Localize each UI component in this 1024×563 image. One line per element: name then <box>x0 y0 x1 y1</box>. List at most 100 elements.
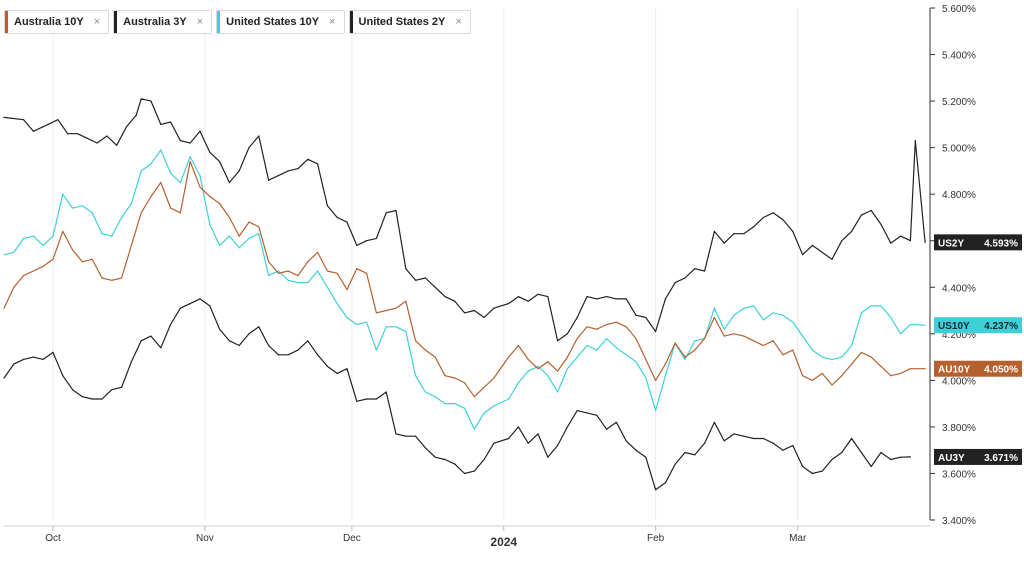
close-icon[interactable]: × <box>329 16 336 28</box>
data-point <box>326 205 328 207</box>
data-point <box>297 282 299 284</box>
data-point <box>336 372 338 374</box>
data-point <box>424 391 426 393</box>
data-point <box>870 209 872 212</box>
data-point <box>121 277 123 279</box>
legend: Australia 10Y × Australia 3Y × United St… <box>4 10 471 34</box>
data-point <box>307 282 309 284</box>
data-point <box>664 363 667 365</box>
data-point <box>586 296 588 298</box>
legend-label: Australia 3Y <box>123 16 187 28</box>
data-point <box>547 296 549 298</box>
data-point <box>3 377 5 379</box>
data-point <box>792 444 794 447</box>
data-point <box>684 358 686 360</box>
close-icon[interactable]: × <box>455 16 462 28</box>
data-point <box>586 326 588 328</box>
data-point <box>576 410 578 412</box>
data-point <box>733 314 735 316</box>
data-point <box>150 195 152 198</box>
data-point <box>831 384 833 386</box>
series-us2y <box>3 98 926 342</box>
data-point <box>268 275 270 277</box>
data-point <box>635 449 637 451</box>
legend-item-australia-10y[interactable]: Australia 10Y × <box>4 10 110 34</box>
data-point <box>307 261 309 263</box>
data-point <box>150 100 152 102</box>
data-point <box>743 233 745 235</box>
data-point <box>841 240 843 242</box>
legend-item-united-states-2y[interactable]: United States 2Y × <box>348 10 471 34</box>
data-point <box>32 356 35 358</box>
data-point <box>189 303 191 305</box>
data-point <box>434 286 436 288</box>
close-icon[interactable]: × <box>196 16 204 28</box>
legend-item-australia-3y[interactable]: Australia 3Y × <box>113 10 213 34</box>
data-point <box>228 181 230 184</box>
y-tick-label: 4.200% <box>942 330 976 341</box>
data-point <box>356 268 358 270</box>
data-point <box>116 144 118 146</box>
data-point <box>762 437 765 440</box>
legend-label: Australia 10Y <box>14 16 84 28</box>
data-point <box>111 389 113 391</box>
data-point <box>150 163 152 165</box>
data-point <box>615 298 618 300</box>
data-point <box>209 305 211 307</box>
data-point <box>645 358 647 360</box>
data-point <box>72 207 74 209</box>
data-point <box>287 170 289 172</box>
value-tag-us2y: US2Y 4.593% <box>934 234 1022 251</box>
data-point <box>860 451 863 454</box>
data-point <box>527 300 529 302</box>
close-icon[interactable]: × <box>93 16 101 28</box>
data-point <box>326 270 328 272</box>
data-point <box>307 340 309 342</box>
data-point <box>258 135 260 137</box>
data-point <box>101 277 103 279</box>
data-point <box>625 298 627 300</box>
data-point <box>424 349 426 351</box>
data-point <box>209 195 211 198</box>
data-point <box>395 433 397 435</box>
data-point <box>909 368 912 370</box>
data-point <box>557 391 559 393</box>
data-point <box>483 386 485 388</box>
data-point <box>23 275 25 277</box>
data-point <box>615 421 618 423</box>
value-tag-value: 4.593% <box>984 238 1018 249</box>
data-point <box>366 321 368 323</box>
data-point <box>723 440 725 442</box>
legend-item-united-states-10y[interactable]: United States 10Y × <box>216 10 345 34</box>
y-tick-label: 5.200% <box>942 97 976 108</box>
data-point <box>880 305 882 307</box>
data-point <box>733 433 735 435</box>
series-au3y <box>3 298 912 491</box>
x-tick-label: Nov <box>196 533 214 544</box>
data-point <box>645 316 647 319</box>
data-point <box>375 398 377 400</box>
data-point <box>238 235 240 237</box>
data-point <box>454 377 456 379</box>
data-point <box>811 379 814 381</box>
data-point <box>3 116 5 118</box>
data-point <box>606 323 608 326</box>
data-point <box>23 237 25 239</box>
value-tag-us10y: US10Y 4.237% <box>934 317 1022 334</box>
data-point <box>72 249 74 251</box>
data-point <box>140 212 142 214</box>
data-point <box>880 365 882 367</box>
data-point <box>32 235 35 237</box>
data-point <box>258 226 260 228</box>
data-point <box>366 272 368 274</box>
data-point <box>576 356 578 358</box>
data-point <box>802 335 804 337</box>
data-point <box>860 214 863 216</box>
data-point <box>170 207 172 209</box>
data-point <box>238 344 240 347</box>
data-point <box>772 442 774 444</box>
data-point <box>870 465 872 468</box>
value-tag-bg <box>934 317 1022 334</box>
series-line <box>3 98 926 342</box>
